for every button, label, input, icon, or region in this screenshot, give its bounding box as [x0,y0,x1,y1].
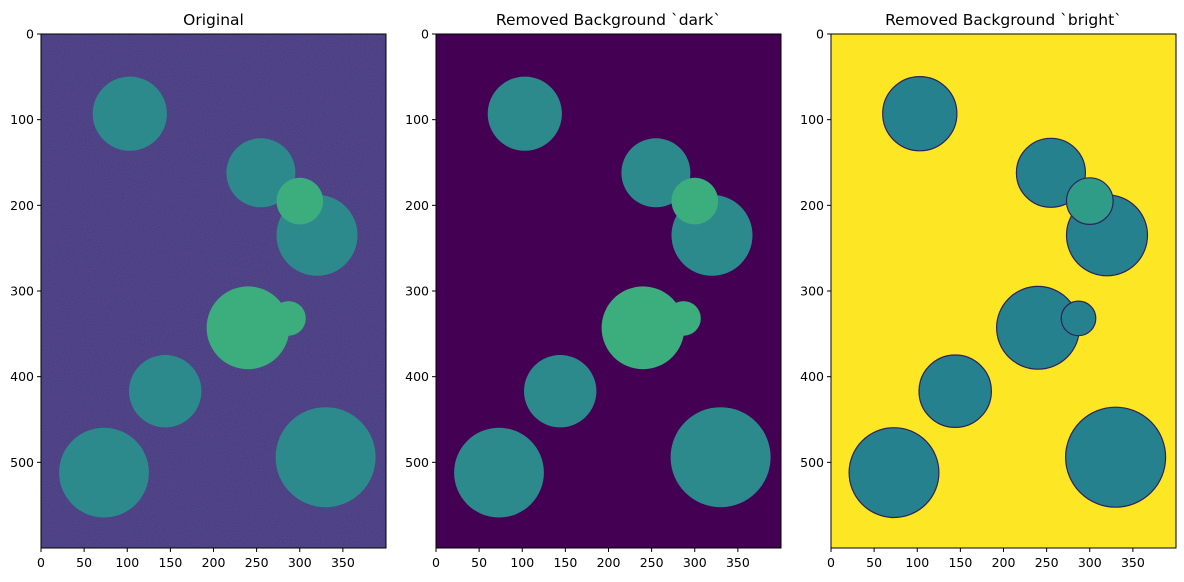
x-tick-label: 250 [1035,555,1059,570]
disk-1 [487,76,562,151]
panel-3-image [831,34,1176,548]
disk-1 [882,75,958,152]
disk-6 [666,301,701,336]
x-tick-label: 350 [1121,555,1145,570]
panel-title: Removed Background `dark` [496,11,721,29]
y-tick-label: 500 [10,455,34,470]
x-tick-label: 200 [202,555,226,570]
x-tick-label: 150 [553,555,577,570]
x-tick-label: 100 [510,555,534,570]
y-tick-label: 300 [10,284,34,299]
disk-4 [671,177,719,225]
disk-7 [129,355,202,428]
y-tick-label: 100 [800,112,824,127]
x-tick-label: 50 [866,555,882,570]
x-tick-label: 300 [1078,555,1102,570]
x-tick-label: 150 [948,555,972,570]
x-tick-label: 350 [726,555,750,570]
y-tick-label: 100 [10,112,34,127]
x-tick-label: 100 [905,555,929,570]
y-tick-label: 200 [800,198,824,213]
y-tick-label: 500 [405,455,429,470]
disk-6 [1060,300,1097,337]
x-tick-label: 250 [640,555,664,570]
y-tick-label: 200 [405,198,429,213]
panel-1-image [41,34,386,548]
disk-8 [59,427,149,518]
disk-2 [226,138,296,208]
x-tick-label: 200 [597,555,621,570]
disk-4 [276,177,324,225]
disk-9 [1064,406,1167,508]
y-tick-label: 100 [405,112,429,127]
disk-4 [1065,177,1114,226]
panel-2-image [436,34,781,548]
y-tick-label: 0 [421,27,429,42]
panel-2: Removed Background `dark` 0 50 100 150 200 250… [405,11,782,570]
y-tick-label: 0 [816,27,824,42]
panel-3: Removed Background `bright` 0 50 100 150 200 2… [800,11,1177,570]
y-tick-label: 500 [800,455,824,470]
disk-5 [601,286,685,370]
x-tick-label: 200 [992,555,1016,570]
x-tick-label: 50 [471,555,487,570]
y-tick-label: 300 [405,284,429,299]
disk-8 [848,427,940,519]
y-tick-label: 400 [405,369,429,384]
disk-9 [670,407,771,508]
x-tick-label: 300 [288,555,312,570]
x-tick-label: 300 [683,555,707,570]
x-tick-label: 0 [432,555,440,570]
disk-7 [524,355,597,428]
disk-8 [454,427,544,518]
y-tick-label: 400 [800,369,824,384]
panel-1: Original 0 50 100 150 200 250 300 350 0 100 200 300 4… [10,11,387,570]
disk-5 [206,286,290,370]
y-tick-label: 400 [10,369,34,384]
y-tick-label: 0 [26,27,34,42]
panel-title: Original [183,11,244,29]
x-tick-label: 50 [76,555,92,570]
x-tick-label: 250 [245,555,269,570]
x-tick-label: 0 [827,555,835,570]
disk-2 [621,138,691,208]
x-tick-label: 150 [158,555,182,570]
disk-7 [918,354,993,429]
disk-9 [275,407,376,508]
panel-title: Removed Background `bright` [885,11,1122,29]
x-tick-label: 100 [115,555,139,570]
y-tick-label: 200 [10,198,34,213]
x-tick-label: 0 [37,555,45,570]
y-tick-label: 300 [800,284,824,299]
disk-1 [92,76,167,151]
disk-6 [271,301,306,336]
disk-2 [1015,137,1087,208]
x-tick-label: 350 [331,555,355,570]
